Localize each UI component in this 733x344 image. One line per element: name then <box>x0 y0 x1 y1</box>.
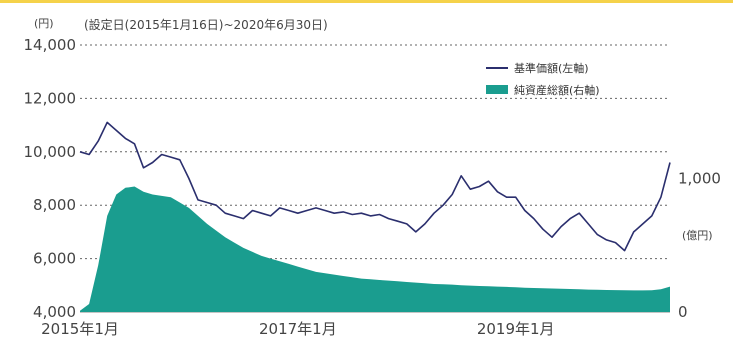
chart: 4,000 6,000 8,000 10,000 12,000 14,000 0 1,000… <box>24 17 721 338</box>
left-tick-label: 6,000 <box>33 250 76 268</box>
x-tick-label: 2015年1月 <box>41 320 119 338</box>
legend-nav-label: 基準価額(左軸) <box>514 61 589 75</box>
x-tick-label: 2019年1月 <box>477 320 555 338</box>
right-tick-label: 0 <box>678 303 688 321</box>
left-axis-ticks: 4,000 6,000 8,000 10,000 12,000 14,000 <box>24 36 77 321</box>
nav-line-layer <box>79 121 671 252</box>
assets-area-layer <box>80 186 670 312</box>
left-tick-label: 10,000 <box>24 143 77 161</box>
x-axis-ticks: 2015年1月 2017年1月 2019年1月 <box>41 320 554 338</box>
left-tick-label: 4,000 <box>33 303 76 321</box>
right-axis-unit: (億円) <box>682 229 713 242</box>
assets-area <box>80 186 670 312</box>
right-axis-ticks: 0 1,000 <box>678 170 721 322</box>
right-tick-label: 1,000 <box>678 170 721 188</box>
legend: 基準価額(左軸) 純資産総額(右軸) <box>486 61 600 97</box>
x-tick-label: 2017年1月 <box>259 320 337 338</box>
left-tick-label: 8,000 <box>33 196 76 214</box>
left-tick-label: 14,000 <box>24 36 77 54</box>
left-axis-unit: (円) <box>34 17 54 30</box>
chart-subtitle: (設定日(2015年1月16日)~2020年6月30日) <box>84 17 328 32</box>
legend-assets-swatch <box>486 85 508 94</box>
nav-line <box>79 121 671 252</box>
left-tick-label: 12,000 <box>24 89 77 107</box>
legend-assets-label: 純資産総額(右軸) <box>514 83 600 97</box>
